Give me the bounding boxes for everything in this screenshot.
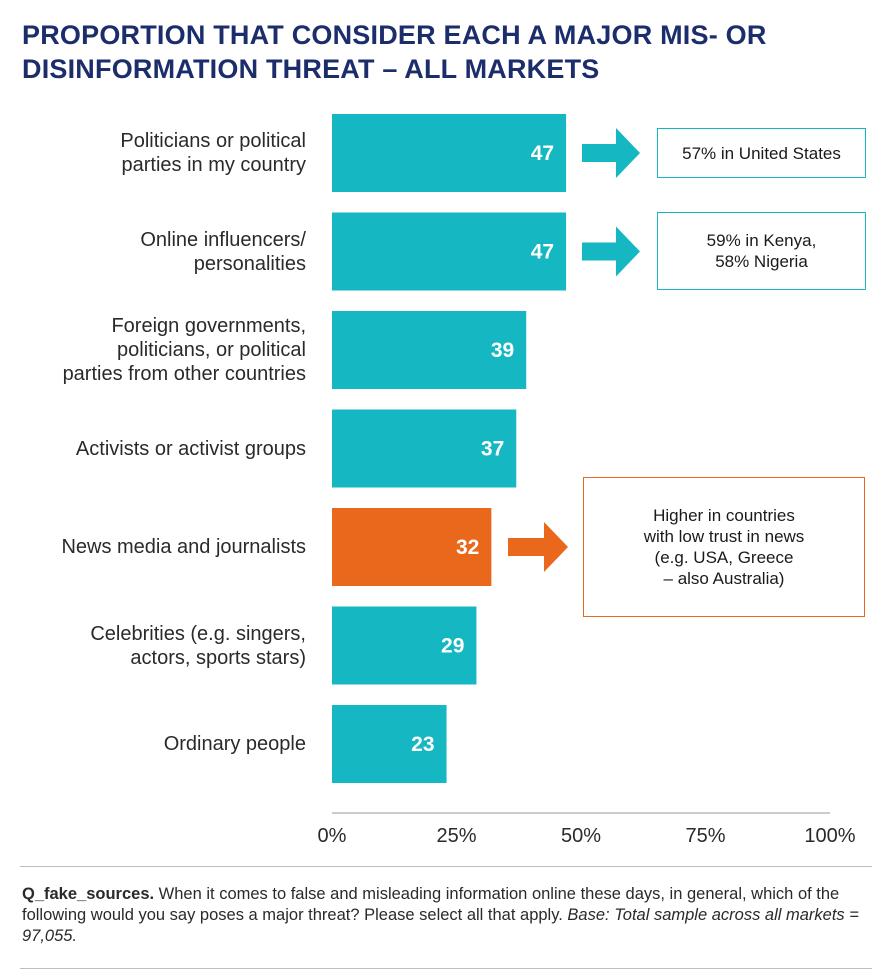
category-label: Ordinary people [6,732,306,756]
x-tick-label: 25% [436,825,476,847]
category-label-line: parties in my country [121,154,306,176]
category-label-line: Ordinary people [163,733,306,755]
bar-value-label: 32 [456,536,479,559]
category-label-line: Celebrities (e.g. singers, [90,622,306,645]
annotation-text-line: 59% in Kenya, [706,231,817,250]
category-label: Celebrities (e.g. singers, actors, sports… [6,622,306,670]
arrow-icon [582,226,640,277]
footnote: Q_fake_sources. When it comes to false a… [22,884,862,947]
annotation-text-line: (e.g. USA, Greece [654,548,794,567]
annotation-callout: 59% in Kenya, 58% Nigeria [657,212,866,290]
annotation-callout: Higher in countries with low trust in new… [583,477,865,617]
category-label: Foreign governments, politicians, or poli… [6,314,306,386]
chart-title-line-1: PROPORTION THAT CONSIDER EACH A MAJOR MI… [22,20,767,50]
base-note: Base: Total sample across all markets = … [22,906,859,945]
category-label-line: News media and journalists [61,536,306,558]
bar [332,311,527,389]
bar-chart: 47 47 39 37 32 29 23 0% 25% 50% 75% 100% [318,114,856,847]
x-tick-label: 75% [685,825,725,847]
arrow-icon [508,522,568,572]
bar-value-label: 47 [531,142,554,165]
annotation-text-line: Higher in countries [653,506,795,525]
x-tick-label: 100% [804,825,855,847]
category-label-line: actors, sports stars) [130,646,306,669]
footer-divider-top [20,866,872,867]
annotation-text-line: 57% in United States [682,143,841,163]
question-text: When it comes to false and misleading in… [22,885,840,924]
bar [332,409,517,488]
annotation-text-line: – also Australia) [663,569,785,588]
footer-divider-bottom [20,968,872,969]
category-label: Politicians or political parties in my co… [6,129,306,177]
category-label-line: Politicians or political [120,130,306,152]
bar [332,705,447,783]
annotation-callout: 57% in United States [657,128,866,178]
bar-value-label: 23 [411,733,434,756]
chart-title-line-2: DISINFORMATION THREAT – ALL MARKETS [22,54,600,84]
category-label-line: Activists or activist groups [75,437,306,460]
category-label: Online influencers/personalities [6,228,306,276]
x-tick-label: 0% [318,825,347,847]
bar-value-label: 39 [491,339,514,362]
category-label-line: politicians, or political [117,339,306,361]
category-label-line: Online influencers/ [140,228,306,251]
category-label: News media and journalists [6,535,306,559]
category-label-line: Foreign governments, [111,315,306,337]
annotation-text-line: 58% Nigeria [715,252,808,271]
bar-value-label: 47 [531,241,554,264]
bar-value-label: 37 [481,438,504,461]
category-label-line: parties from other countries [62,363,306,385]
chart-title: PROPORTION THAT CONSIDER EACH A MAJOR MI… [22,18,862,86]
bar-value-label: 29 [441,635,464,658]
question-code: Q_fake_sources. [22,885,155,903]
category-label-line: personalities [193,252,306,275]
bar [332,508,492,586]
bar [332,606,477,685]
bar [332,212,567,291]
x-tick-label: 50% [561,825,601,847]
annotation-text-line: with low trust in news [643,527,805,546]
category-label: Activists or activist groups [6,437,306,461]
arrow-icon [582,128,640,178]
bar [332,114,567,192]
